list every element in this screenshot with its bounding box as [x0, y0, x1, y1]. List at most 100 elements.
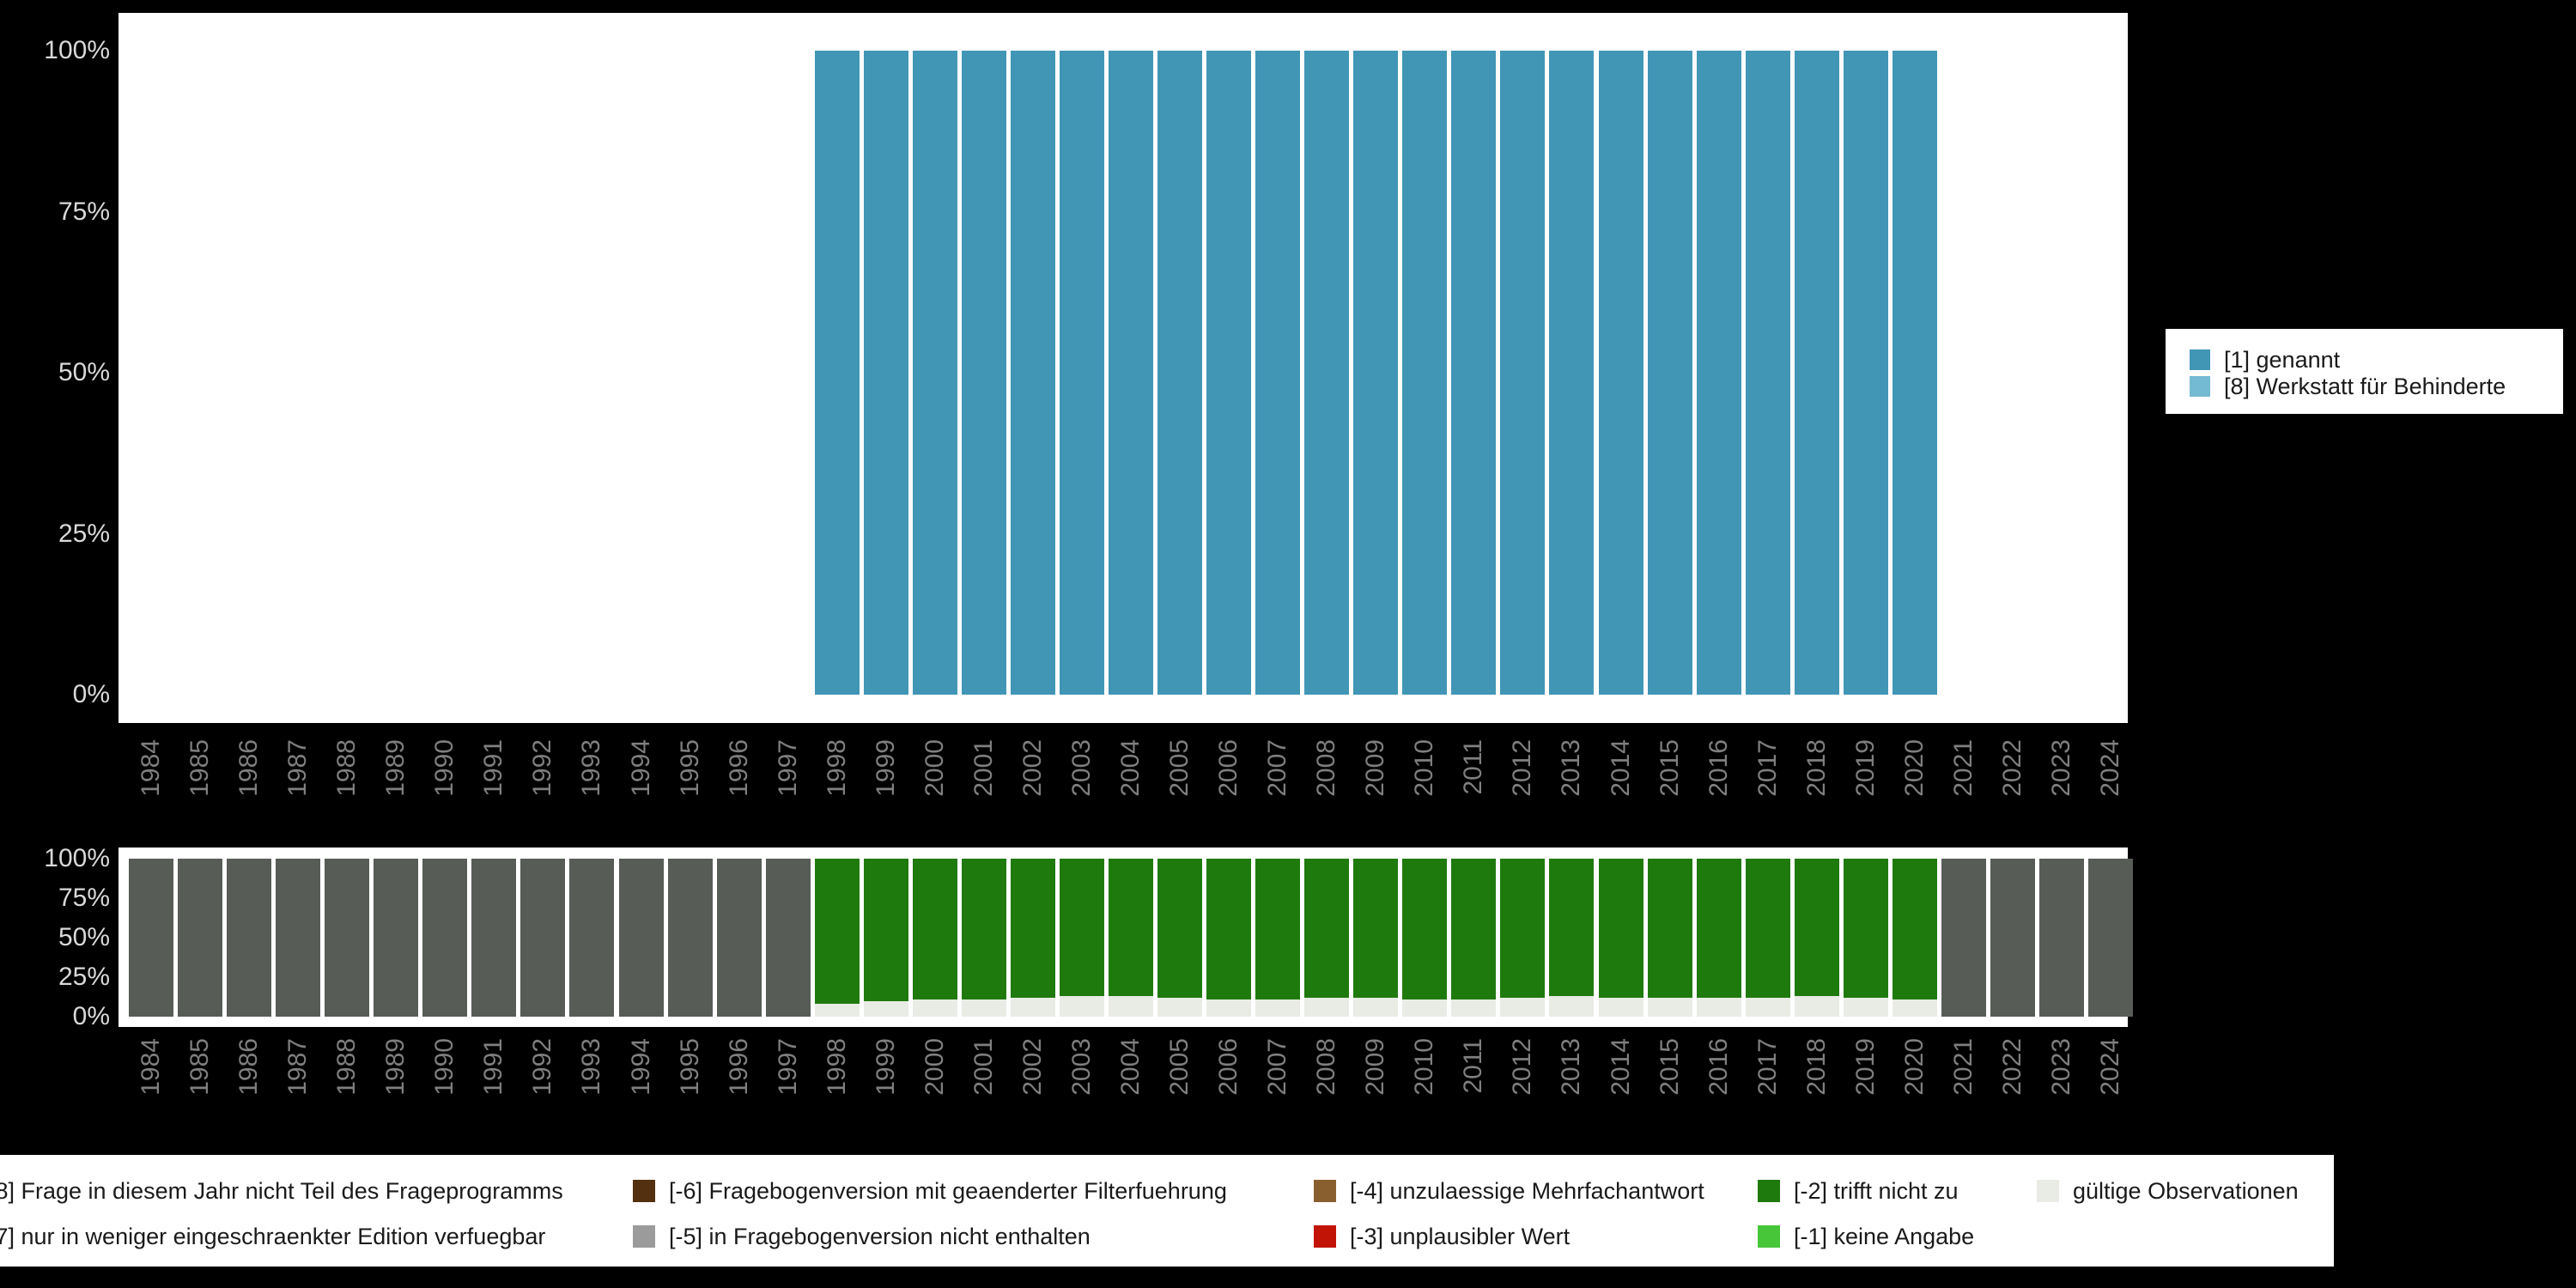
x-axis-year-label: 1986 — [234, 739, 264, 797]
x-axis-year-label: 2008 — [1312, 739, 1341, 797]
x-axis-year-label: 2023 — [2046, 1038, 2075, 1096]
bar-segment — [1353, 859, 1399, 998]
legend-item-label: [-2] trifft nicht zu — [1794, 1178, 1959, 1204]
x-axis-year-label: 1993 — [577, 739, 606, 797]
x-axis-year-label: 2015 — [1655, 739, 1684, 797]
bar-segment — [1255, 51, 1301, 695]
y-axis-tick-label: 100% — [44, 844, 110, 872]
x-axis-year-label: 2002 — [1018, 739, 1047, 797]
x-axis-year-label: 2016 — [1704, 739, 1733, 797]
legend-item-label: gültige Observationen — [2073, 1178, 2299, 1204]
bar-segment — [1059, 51, 1104, 695]
x-axis-year-label: 2013 — [1557, 1038, 1586, 1096]
bar-segment — [569, 859, 615, 1017]
x-axis-year-label: 2005 — [1165, 739, 1194, 797]
x-axis-year-label: 1999 — [871, 1038, 900, 1096]
legend-item-label: [-6] Fragebogenversion mit geaenderter F… — [669, 1178, 1227, 1204]
bar-segment — [1109, 996, 1153, 1017]
x-axis-year-label: 1999 — [871, 739, 900, 797]
bar-segment — [1794, 996, 1839, 1017]
x-axis-year-label: 2015 — [1655, 1038, 1684, 1096]
bar-segment — [1647, 997, 1692, 1017]
x-axis-year-label: 2021 — [1948, 739, 1978, 797]
x-axis-year-label: 1996 — [724, 1038, 753, 1096]
legend-color-swatch — [2190, 349, 2210, 370]
legend-color-swatch — [633, 1225, 655, 1248]
x-axis-year-label: 1990 — [430, 1038, 459, 1096]
x-axis-year-label: 2000 — [920, 1038, 949, 1096]
bar-segment — [2088, 859, 2133, 1017]
x-axis-year-label: 2018 — [1801, 739, 1831, 797]
bar-segment — [765, 859, 811, 1017]
bar-segment — [1549, 51, 1595, 695]
bar-segment — [716, 859, 762, 1017]
x-axis-year-label: 2020 — [1899, 1038, 1929, 1096]
bar-segment — [422, 859, 468, 1017]
bar-segment — [863, 859, 908, 1001]
bar-segment — [961, 51, 1006, 695]
bar-segment — [1647, 51, 1692, 695]
x-axis-year-label: 2014 — [1606, 1038, 1635, 1096]
bar-segment — [1402, 999, 1448, 1017]
bar-segment — [1843, 51, 1888, 695]
legend-item-label: [-4] unzulaessige Mehrfachantwort — [1350, 1178, 1704, 1204]
x-axis-year-label: 2007 — [1263, 739, 1292, 797]
legend-item: [8] Werkstatt für Behinderte — [2190, 374, 2559, 398]
bar-segment — [1206, 999, 1252, 1017]
legend-color-swatch — [1314, 1180, 1336, 1202]
y-axis-tick-label: 100% — [44, 36, 110, 64]
bar-segment — [1304, 997, 1350, 1017]
x-axis-year-label: 2001 — [969, 739, 998, 797]
x-axis-year-label: 1996 — [724, 739, 753, 797]
bar-segment — [814, 51, 860, 695]
bar-segment — [618, 859, 664, 1017]
bar-segment — [1696, 859, 1741, 998]
frequency-legend: [1] genannt [8] Werkstatt für Behinderte — [2166, 329, 2563, 414]
x-axis-year-label: 2017 — [1753, 1038, 1782, 1096]
bar-segment — [178, 859, 223, 1017]
x-axis-year-label: 2023 — [2046, 739, 2075, 797]
bar-segment — [1745, 51, 1790, 695]
bar-segment — [814, 859, 860, 1005]
x-axis-year-label: 1994 — [626, 1038, 655, 1096]
bar-segment — [1500, 997, 1546, 1017]
bar-segment — [1451, 999, 1497, 1017]
y-axis-tick-label: 75% — [58, 197, 110, 226]
x-axis-year-label: 2022 — [1997, 739, 2026, 797]
x-axis-year-label: 2006 — [1214, 739, 1243, 797]
x-axis-year-label: 2003 — [1066, 739, 1096, 797]
bar-segment — [1353, 997, 1399, 1017]
bar-segment — [1892, 999, 1937, 1017]
x-axis-year-label: 2017 — [1753, 739, 1782, 797]
y-axis-tick-label: 25% — [58, 519, 110, 548]
bar-segment — [1941, 859, 1986, 1017]
legend-item-label: [-3] unplausibler Wert — [1350, 1224, 1571, 1249]
x-axis-year-label: 1984 — [137, 739, 165, 797]
bar-segment — [912, 51, 957, 695]
x-axis-year-label: 1997 — [773, 1038, 802, 1096]
bar-segment — [1109, 51, 1153, 695]
x-axis-year-label: 2011 — [1459, 739, 1488, 795]
x-axis-year-label: 2024 — [2096, 1038, 2124, 1096]
legend-item-label: [1] genannt — [2224, 347, 2341, 373]
bar-segment — [129, 859, 173, 1017]
bar-segment — [1059, 996, 1104, 1017]
x-axis-year-label: 2005 — [1165, 1038, 1194, 1096]
bar-segment — [1157, 51, 1203, 695]
x-axis-year-label: 2012 — [1508, 739, 1537, 797]
x-axis-year-label: 2012 — [1508, 1038, 1537, 1096]
legend-item-label: [-7] nur in weniger eingeschraenkter Edi… — [0, 1224, 546, 1249]
bar-segment — [1892, 859, 1937, 999]
bar-segment — [1745, 997, 1790, 1017]
bar-segment — [2038, 859, 2084, 1017]
bar-segment — [1549, 996, 1595, 1017]
bar-segment — [863, 51, 908, 695]
bar-segment — [1109, 859, 1153, 997]
bar-segment — [961, 859, 1006, 999]
x-axis-year-label: 2004 — [1116, 739, 1145, 797]
legend-item-label: [8] Werkstatt für Behinderte — [2224, 374, 2506, 399]
bar-segment — [1451, 859, 1497, 999]
y-axis-tick-label: 50% — [58, 358, 110, 386]
bar-segment — [1402, 51, 1448, 695]
x-axis-year-label: 2009 — [1361, 739, 1390, 797]
